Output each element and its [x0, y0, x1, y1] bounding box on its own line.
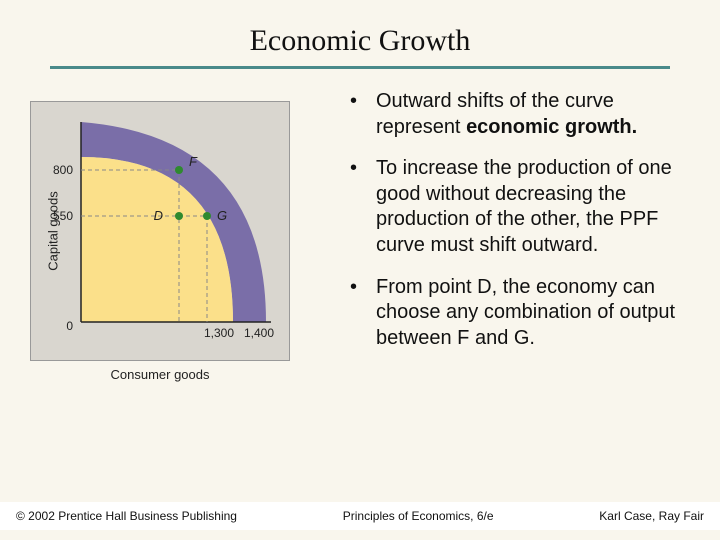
chart-column: Capital goods Consumer goods 800 550 0: [30, 89, 330, 367]
bullet-dot-icon: •: [350, 275, 376, 352]
ytick-800: 800: [53, 163, 73, 177]
bullet-2-text: To increase the production of one good w…: [376, 156, 680, 258]
bullet-list: • Outward shifts of the curve represent …: [330, 89, 690, 367]
bullet-dot-icon: •: [350, 89, 376, 140]
bullet-dot-icon: •: [350, 156, 376, 258]
footer-left: © 2002 Prentice Hall Business Publishing: [16, 509, 237, 523]
label-F: F: [189, 154, 198, 169]
label-D: D: [154, 208, 163, 223]
ppf-svg: 800 550 0 1,300 1,400 F D: [31, 102, 291, 362]
ytick-0: 0: [66, 319, 73, 333]
point-D: [175, 212, 183, 220]
footer: © 2002 Prentice Hall Business Publishing…: [0, 502, 720, 530]
footer-center: Principles of Economics, 6/e: [343, 509, 494, 523]
point-F: [175, 166, 183, 174]
label-G: G: [217, 208, 227, 223]
bullet-1-bold: economic growth.: [466, 116, 637, 138]
bullet-3: • From point D, the economy can choose a…: [350, 275, 680, 352]
page-title: Economic Growth: [30, 24, 690, 58]
ppf-chart: Capital goods Consumer goods 800 550 0: [30, 101, 290, 361]
slide: Economic Growth Capital goods Consumer g…: [0, 0, 720, 540]
xtick-1400: 1,400: [244, 326, 274, 340]
content-row: Capital goods Consumer goods 800 550 0: [30, 69, 690, 367]
bullet-1-text: Outward shifts of the curve represent ec…: [376, 89, 680, 140]
bullet-1: • Outward shifts of the curve represent …: [350, 89, 680, 140]
x-axis-label: Consumer goods: [111, 367, 210, 382]
footer-right: Karl Case, Ray Fair: [599, 509, 704, 523]
point-G: [203, 212, 211, 220]
bullet-2: • To increase the production of one good…: [350, 156, 680, 258]
y-axis-label: Capital goods: [45, 191, 60, 271]
xtick-1300: 1,300: [204, 326, 234, 340]
bullet-3-text: From point D, the economy can choose any…: [376, 275, 680, 352]
